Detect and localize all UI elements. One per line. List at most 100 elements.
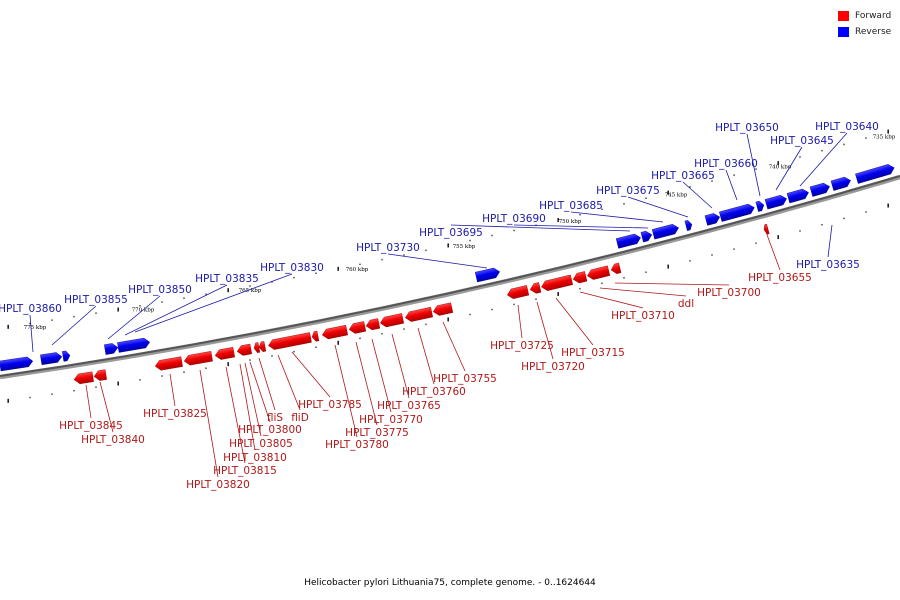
forward-gene-arrow-4[interactable] xyxy=(214,346,235,360)
gene-label-flid[interactable]: fliD xyxy=(291,412,309,424)
gene-label-hplt-03810[interactable]: HPLT_03810 xyxy=(223,452,287,464)
scale-tick xyxy=(447,243,449,248)
forward-gene-arrow-12[interactable] xyxy=(365,318,381,331)
scale-tick xyxy=(293,276,295,279)
gene-label-hplt-03695[interactable]: HPLT_03695 xyxy=(419,227,483,239)
forward-leader-line xyxy=(579,291,644,309)
gene-label-hplt-03765[interactable]: HPLT_03765 xyxy=(377,400,441,412)
reverse-gene-arrow-2[interactable] xyxy=(62,350,71,362)
forward-gene-arrow-5[interactable] xyxy=(236,343,253,356)
gene-label-hplt-03815[interactable]: HPLT_03815 xyxy=(213,465,277,477)
forward-gene-arrow-3[interactable] xyxy=(183,351,213,366)
forward-gene-arrow-0[interactable] xyxy=(73,371,94,385)
scale-tick xyxy=(359,263,361,266)
forward-gene-arrow-16[interactable] xyxy=(506,285,530,300)
gene-label-hplt-03685[interactable]: HPLT_03685 xyxy=(539,200,603,212)
legend-forward-label: Forward xyxy=(855,10,892,21)
forward-gene-arrow-19[interactable] xyxy=(572,271,588,284)
scale-tick xyxy=(183,371,185,373)
reverse-gene-arrow-16[interactable] xyxy=(830,176,852,191)
forward-gene-arrow-14[interactable] xyxy=(404,306,433,322)
gene-label-hplt-03660[interactable]: HPLT_03660 xyxy=(694,158,758,170)
reverse-gene-arrow-0[interactable] xyxy=(0,356,34,372)
reverse-leader-line xyxy=(682,181,713,209)
reverse-gene-arrow-15[interactable] xyxy=(809,182,831,197)
forward-gene-arrow-17[interactable] xyxy=(529,282,542,294)
scale-tick xyxy=(865,211,867,213)
gene-label-hplt-03780[interactable]: HPLT_03780 xyxy=(325,439,389,451)
scale-tick xyxy=(821,223,823,226)
gene-label-hplt-03850[interactable]: HPLT_03850 xyxy=(128,284,192,296)
reverse-gene-arrow-17[interactable] xyxy=(855,163,895,184)
scale-tick xyxy=(601,208,603,211)
reverse-gene-arrow-9[interactable] xyxy=(684,219,693,231)
forward-gene-arrow-22[interactable] xyxy=(763,223,770,235)
forward-gene-arrow-20[interactable] xyxy=(586,265,611,281)
forward-gene-arrow-11[interactable] xyxy=(348,321,367,334)
gene-label-hplt-03675[interactable]: HPLT_03675 xyxy=(596,185,660,197)
scale-tick xyxy=(645,197,647,199)
scale-tick xyxy=(447,317,449,322)
reverse-gene-arrow-8[interactable] xyxy=(651,223,680,240)
forward-gene-arrow-2[interactable] xyxy=(154,356,183,372)
gene-label-hplt-03715[interactable]: HPLT_03715 xyxy=(561,347,625,359)
gene-label-hplt-03860[interactable]: HPLT_03860 xyxy=(0,303,62,315)
forward-gene-arrow-8[interactable] xyxy=(267,332,312,350)
gene-label-hplt-03820[interactable]: HPLT_03820 xyxy=(186,479,250,491)
gene-label-hplt-03785[interactable]: HPLT_03785 xyxy=(298,399,362,411)
forward-gene-arrow-9[interactable] xyxy=(311,330,320,342)
gene-label-hplt-03775[interactable]: HPLT_03775 xyxy=(345,427,409,439)
reverse-gene-arrow-10[interactable] xyxy=(704,212,721,226)
reverse-gene-arrow-3[interactable] xyxy=(104,343,119,355)
gene-label-hplt-03650[interactable]: HPLT_03650 xyxy=(715,122,779,134)
gene-label-hplt-03825[interactable]: HPLT_03825 xyxy=(143,408,207,420)
scale-tick xyxy=(29,396,31,399)
forward-gene-arrow-18[interactable] xyxy=(540,274,573,292)
gene-label-hplt-03730[interactable]: HPLT_03730 xyxy=(356,242,420,254)
gene-label-hplt-03690[interactable]: HPLT_03690 xyxy=(482,213,546,225)
gene-label-hplt-03665[interactable]: HPLT_03665 xyxy=(651,170,715,182)
scale-tick xyxy=(73,315,75,318)
gene-label-hplt-03760[interactable]: HPLT_03760 xyxy=(402,386,466,398)
gene-label-hplt-03800[interactable]: HPLT_03800 xyxy=(238,424,302,436)
gene-label-hplt-03845[interactable]: HPLT_03845 xyxy=(59,420,123,432)
reverse-gene-arrow-12[interactable] xyxy=(755,200,765,212)
reverse-gene-arrow-5[interactable] xyxy=(474,267,501,283)
forward-gene-arrow-15[interactable] xyxy=(432,302,454,317)
forward-gene-arrow-1[interactable] xyxy=(93,369,107,382)
gene-label-hplt-03720[interactable]: HPLT_03720 xyxy=(521,361,585,373)
reverse-gene-arrow-11[interactable] xyxy=(719,203,755,222)
gene-label-ddl[interactable]: ddl xyxy=(678,298,694,310)
gene-label-hplt-03635[interactable]: HPLT_03635 xyxy=(796,259,860,271)
reverse-gene-arrow-1[interactable] xyxy=(40,352,63,366)
reverse-gene-arrow-4[interactable] xyxy=(117,337,151,353)
gene-label-hplt-03805[interactable]: HPLT_03805 xyxy=(229,438,293,450)
legend-forward: Forward xyxy=(838,9,891,22)
gene-label-flis[interactable]: fliS xyxy=(267,412,284,424)
reverse-leader-line xyxy=(627,196,689,218)
gene-label-hplt-03830[interactable]: HPLT_03830 xyxy=(260,262,324,274)
reverse-gene-arrow-14[interactable] xyxy=(786,188,810,204)
reverse-gene-arrow-6[interactable] xyxy=(615,233,642,249)
gene-label-hplt-03700[interactable]: HPLT_03700 xyxy=(697,287,761,299)
reverse-gene-arrow-13[interactable] xyxy=(764,194,788,210)
forward-gene-arrow-6[interactable] xyxy=(253,342,261,353)
forward-gene-arrow-21[interactable] xyxy=(610,262,622,275)
forward-leader-line xyxy=(169,373,176,407)
gene-label-hplt-03855[interactable]: HPLT_03855 xyxy=(64,294,128,306)
gene-label-hplt-03710[interactable]: HPLT_03710 xyxy=(611,310,675,322)
gene-label-hplt-03835[interactable]: HPLT_03835 xyxy=(195,273,259,285)
gene-label-hplt-03770[interactable]: HPLT_03770 xyxy=(359,414,423,426)
forward-gene-arrow-13[interactable] xyxy=(379,313,405,328)
gene-label-hplt-03755[interactable]: HPLT_03755 xyxy=(433,373,497,385)
gene-label-hplt-03840[interactable]: HPLT_03840 xyxy=(81,434,145,446)
gene-label-hplt-03640[interactable]: HPLT_03640 xyxy=(815,121,879,133)
scale-tick xyxy=(73,389,75,392)
forward-gene-arrow-10[interactable] xyxy=(321,324,348,340)
gene-label-hplt-03645[interactable]: HPLT_03645 xyxy=(770,135,834,147)
gene-label-hplt-03655[interactable]: HPLT_03655 xyxy=(748,272,812,284)
reverse-gene-arrow-7[interactable] xyxy=(640,230,653,243)
forward-gene-arrow-7[interactable] xyxy=(258,341,267,352)
forward-leader-line xyxy=(225,366,246,464)
gene-label-hplt-03725[interactable]: HPLT_03725 xyxy=(490,340,554,352)
